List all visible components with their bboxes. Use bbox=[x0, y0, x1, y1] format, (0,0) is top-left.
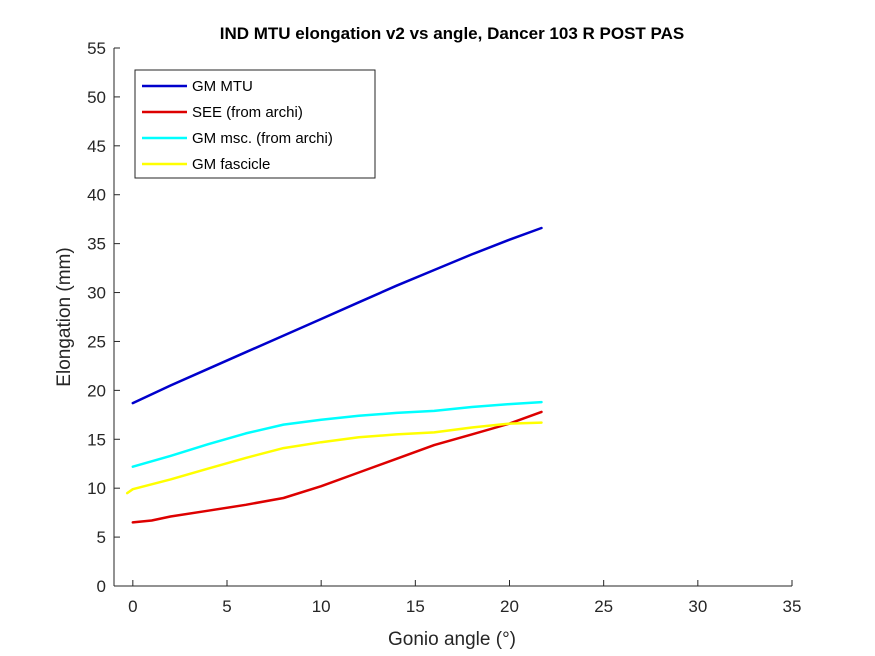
x-tick-label: 0 bbox=[128, 597, 137, 616]
chart-title: IND MTU elongation v2 vs angle, Dancer 1… bbox=[220, 24, 684, 43]
y-tick-label: 50 bbox=[87, 88, 106, 107]
y-tick-label: 0 bbox=[97, 577, 106, 596]
legend-entry: GM MTU bbox=[192, 78, 253, 95]
x-tick-label: 35 bbox=[783, 597, 802, 616]
y-tick-label: 40 bbox=[87, 186, 106, 205]
y-tick-label: 45 bbox=[87, 137, 106, 156]
y-tick-label: 10 bbox=[87, 479, 106, 498]
legend: GM MTU SEE (from archi) GM msc. (from arch… bbox=[134, 69, 376, 179]
y-tick-label: 5 bbox=[97, 528, 106, 547]
tick-labels: 0 5 10 15 20 25 30 35 0 5 10 15 20 25 30 35 40 45 50 55 bbox=[87, 39, 801, 616]
y-tick-label: 15 bbox=[87, 430, 106, 449]
series-line-1 bbox=[131, 226, 543, 405]
series-line-2 bbox=[131, 410, 543, 524]
x-tick-label: 25 bbox=[594, 597, 613, 616]
x-tick-label: 30 bbox=[688, 597, 707, 616]
y-tick-label: 25 bbox=[87, 332, 106, 351]
x-tick-label: 5 bbox=[222, 597, 231, 616]
x-tick-label: 10 bbox=[312, 597, 331, 616]
series-layer bbox=[125, 226, 543, 524]
y-tick-label: 20 bbox=[87, 381, 106, 400]
x-axis-label: Gonio angle (°) bbox=[388, 629, 516, 650]
axes bbox=[113, 47, 793, 587]
x-tick-label: 20 bbox=[500, 597, 519, 616]
y-axis-label: Elongation (mm) bbox=[54, 247, 75, 386]
y-tick-label: 35 bbox=[87, 235, 106, 254]
x-tick-label: 15 bbox=[406, 597, 425, 616]
legend-entry: GM fascicle bbox=[192, 156, 270, 173]
legend-entry: GM msc. (from archi) bbox=[192, 130, 333, 147]
y-tick-label: 55 bbox=[87, 39, 106, 58]
legend-entry: SEE (from archi) bbox=[192, 104, 303, 121]
legend-box bbox=[134, 69, 376, 179]
series-line-3 bbox=[131, 400, 543, 468]
series-line-4 bbox=[125, 421, 543, 495]
y-tick-label: 30 bbox=[87, 284, 106, 303]
